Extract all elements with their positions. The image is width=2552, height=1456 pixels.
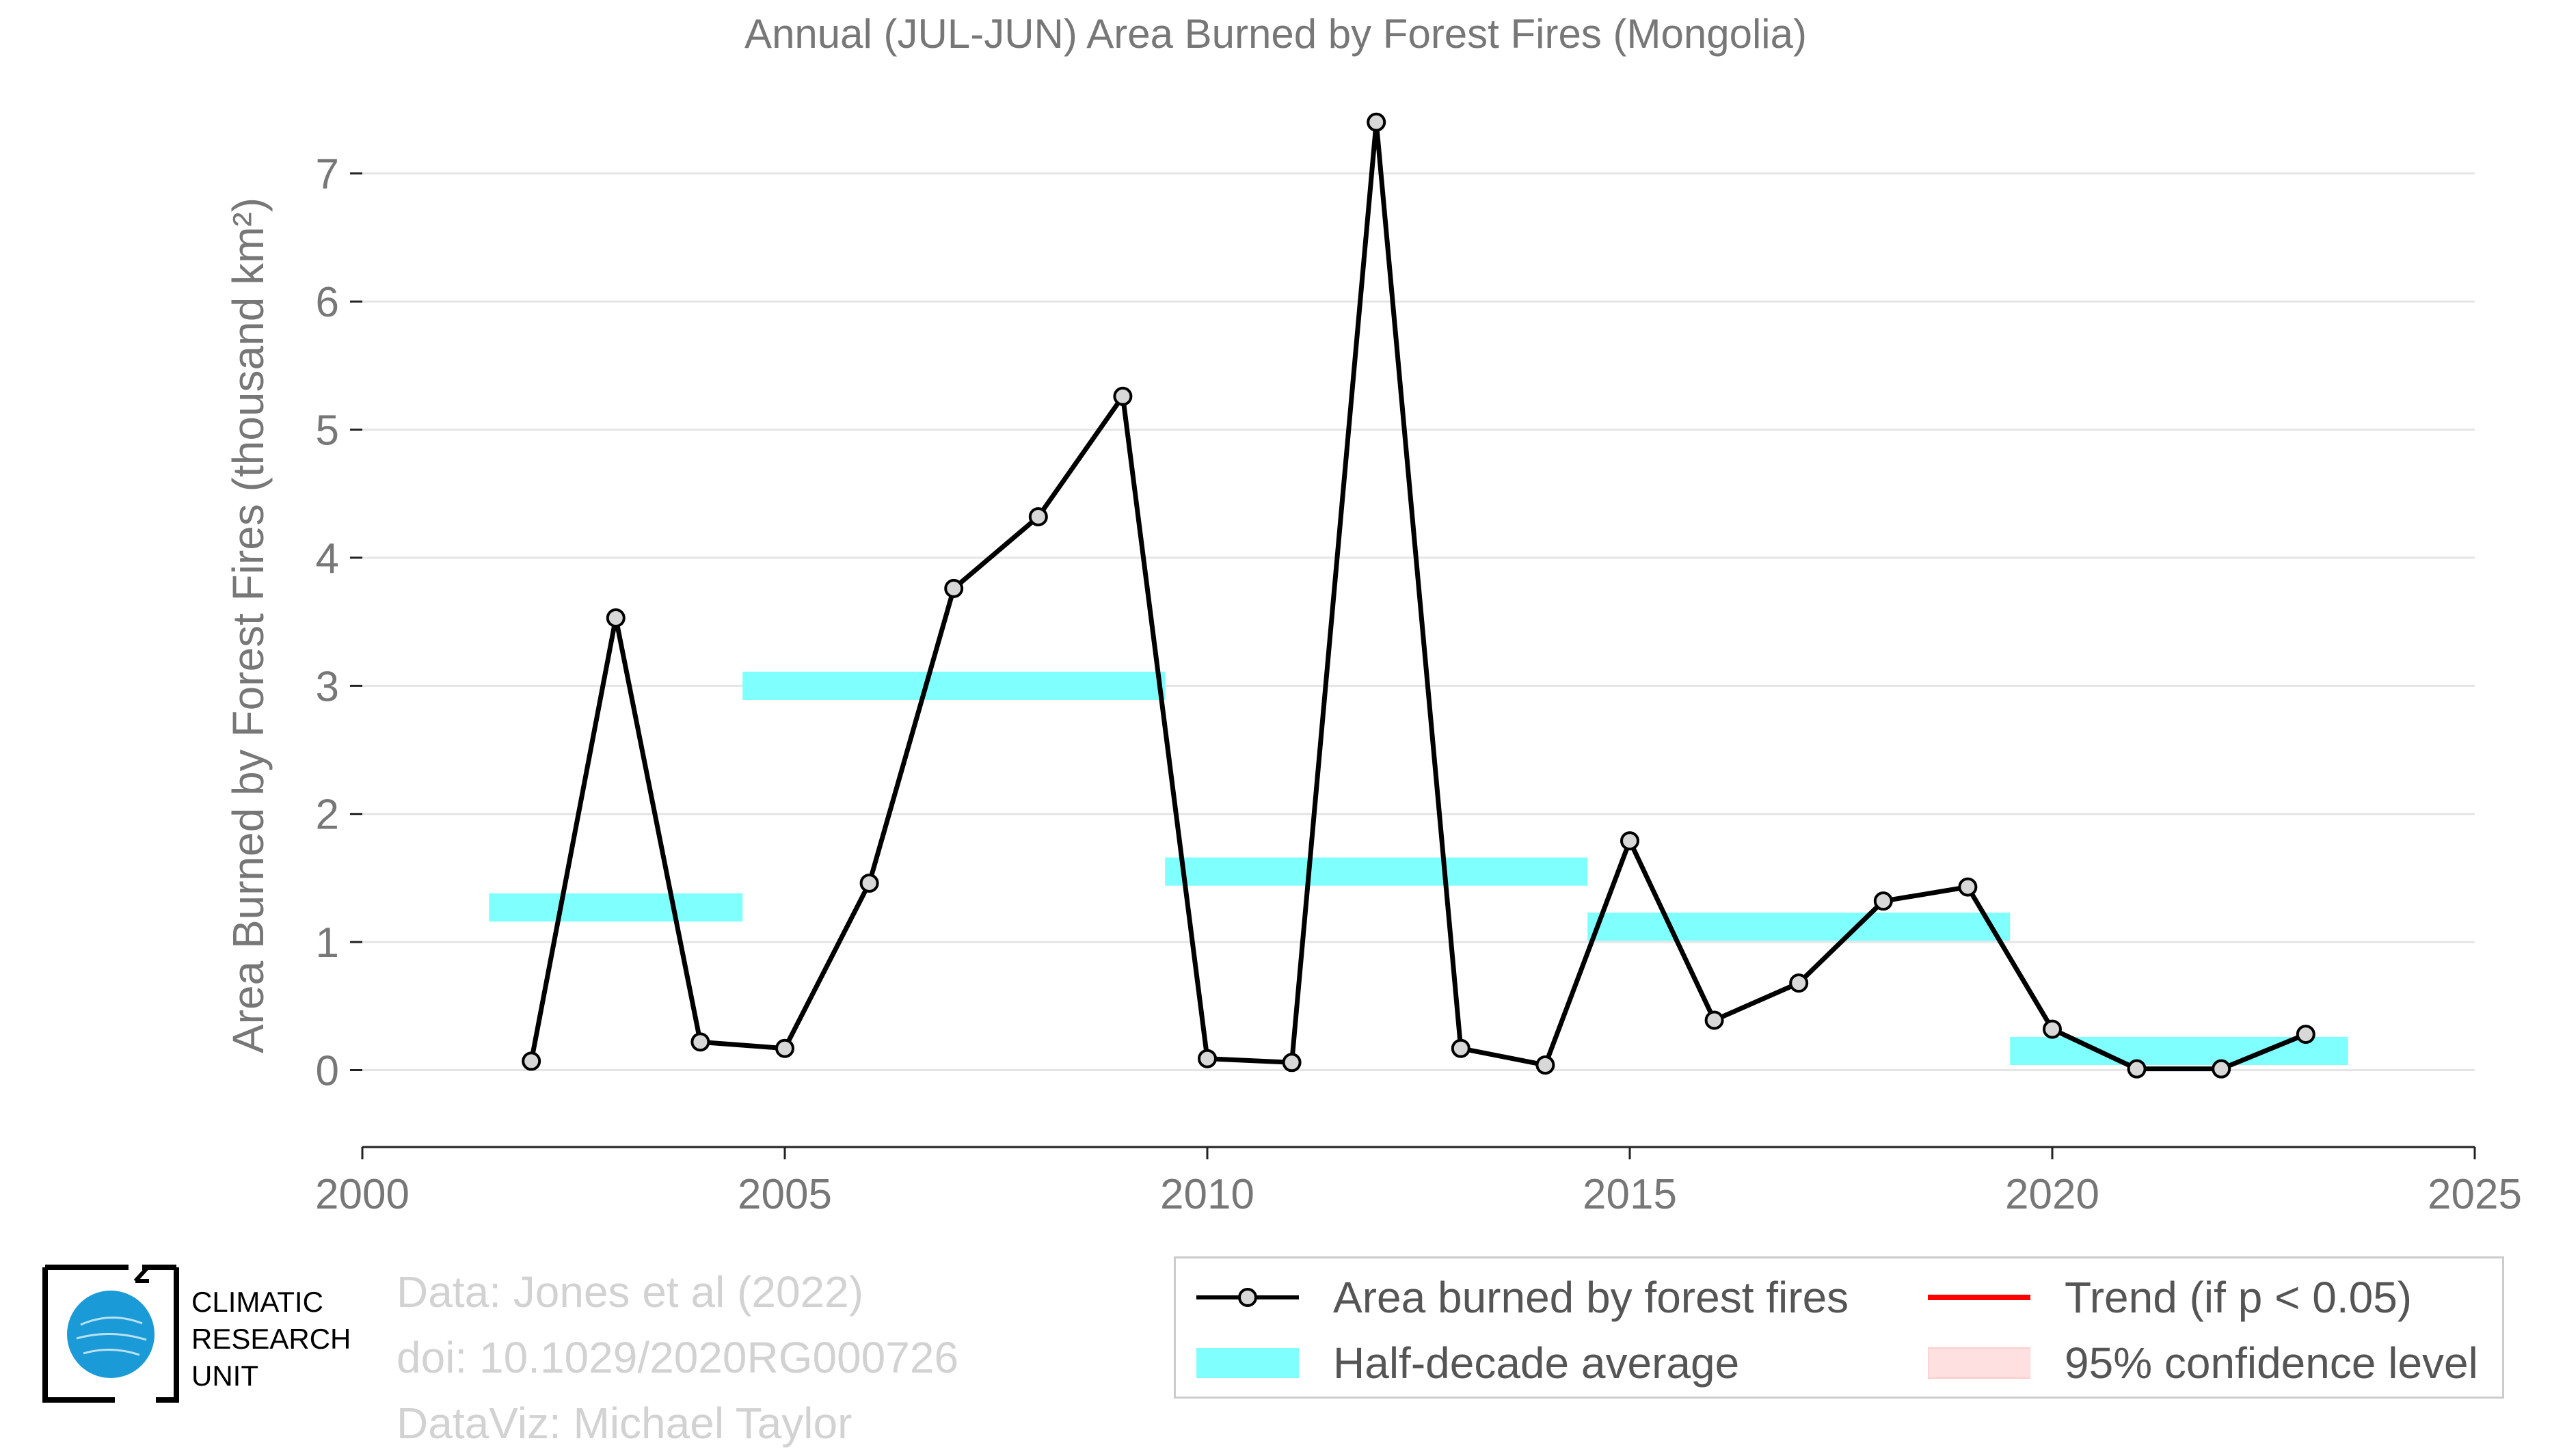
chart-title: Annual (JUL-JUN) Area Burned by Forest F… [744,11,1807,57]
credit-dataviz: DataViz: Michael Taylor [397,1399,852,1448]
data-point-2009 [1113,386,1133,406]
data-point-2017 [1789,973,1809,993]
data-point-2012 [1367,112,1386,132]
legend-key-average-band [1196,1348,1299,1378]
half-decade-bar-3 [1587,913,2011,941]
y-tick-label: 2 [316,792,339,839]
legend-key-trend-line [1928,1295,2030,1300]
legend-label-trend: Trend (if p < 0.05) [2065,1273,2413,1322]
data-point-2007 [944,578,964,598]
cru-logo: CLIMATIC RESEARCH UNIT [40,1263,395,1407]
legend-label-area-burned: Area burned by forest fires [1333,1273,1849,1322]
data-credits: Data: Jones et al (2022) doi: 10.1029/20… [397,1259,958,1456]
data-point-2002 [522,1051,541,1071]
y-axis-label: Area Burned by Forest Fires (thousand km… [224,198,273,1053]
x-tick-label: 2005 [738,1171,832,1218]
axes: 0 1 2 3 4 5 6 7 2000 2005 2010 2015 2020 2025 [315,151,2522,1218]
half-decade-bar-1 [742,671,1166,700]
chart-legend: Area burned by forest fires Trend (if p … [1174,1256,2504,1399]
half-decade-average-bars [489,671,2348,1066]
legend-item-trend: Trend (if p < 0.05) [1928,1272,2412,1323]
x-tick-label: 2025 [2428,1171,2522,1218]
data-point-2010 [1198,1049,1217,1068]
cru-logo-text: CLIMATIC RESEARCH UNIT [191,1284,351,1394]
data-point-2013 [1451,1038,1470,1058]
y-tick-label: 5 [316,407,339,455]
data-point-2023 [2296,1025,2315,1044]
data-point-2011 [1282,1053,1302,1073]
data-point-2014 [1535,1055,1555,1075]
data-point-2018 [1873,891,1893,911]
credit-doi: doi: 10.1029/2020RG000726 [397,1333,959,1382]
y-tick-label: 6 [316,279,339,326]
logo-line-2: RESEARCH [191,1323,351,1355]
series-line-area-burned [528,120,2307,1072]
data-point-2008 [1028,507,1048,526]
legend-item-confidence: 95% confidence level [1928,1338,2478,1388]
y-tick-label: 3 [316,663,339,710]
legend-item-half-decade: Half-decade average [1196,1338,1739,1388]
y-tick-label: 4 [316,535,339,582]
logo-line-3: UNIT [191,1360,258,1392]
x-tick-label: 2015 [1583,1171,1677,1218]
data-point-2016 [1704,1010,1724,1030]
legend-key-line-marker [1196,1288,1299,1307]
data-point-2006 [859,873,879,893]
half-decade-bar-2 [1165,857,1588,886]
credit-data-source: Data: Jones et al (2022) [397,1267,864,1317]
data-point-2005 [775,1038,794,1058]
data-point-2015 [1620,831,1639,851]
y-tick-label: 1 [316,919,339,967]
data-point-2022 [2212,1059,2231,1079]
data-point-2021 [2127,1059,2147,1079]
half-decade-bar-0 [489,893,743,922]
legend-label-half-decade: Half-decade average [1333,1338,1740,1388]
legend-label-confidence: 95% confidence level [2065,1338,2478,1388]
legend-key-confidence-band [1928,1347,2030,1379]
y-tick-label: 0 [316,1048,339,1095]
data-point-2019 [1958,877,1978,897]
data-point-2004 [690,1032,710,1052]
x-tick-label: 2000 [315,1171,409,1218]
y-tick-label: 7 [316,151,339,198]
legend-item-area-burned: Area burned by forest fires [1196,1272,1849,1323]
gridlines [362,172,2475,1072]
half-decade-bar-4 [2010,1036,2348,1066]
data-point-2020 [2043,1019,2062,1039]
cru-logo-mark [42,1264,179,1403]
logo-line-1: CLIMATIC [191,1286,323,1318]
x-tick-label: 2010 [1160,1171,1254,1218]
series-layer [522,112,2315,1079]
x-tick-label: 2020 [2005,1171,2099,1218]
data-point-2003 [606,608,626,628]
